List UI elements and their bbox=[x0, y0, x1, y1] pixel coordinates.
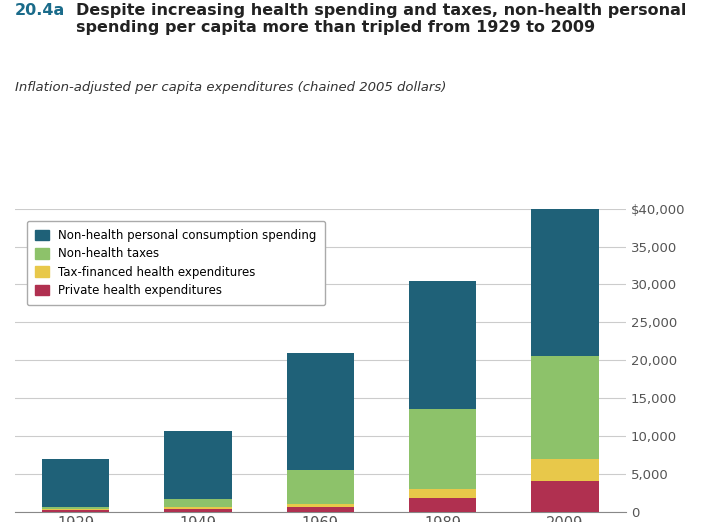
Legend: Non-health personal consumption spending, Non-health taxes, Tax-financed health : Non-health personal consumption spending… bbox=[27, 221, 325, 305]
Bar bbox=[531, 209, 598, 357]
Bar bbox=[165, 431, 232, 499]
Bar bbox=[165, 509, 232, 512]
Bar bbox=[287, 353, 354, 470]
Bar bbox=[409, 489, 476, 498]
Bar bbox=[42, 459, 109, 507]
Bar bbox=[42, 507, 109, 509]
Bar bbox=[42, 509, 109, 510]
Text: Despite increasing health spending and taxes, non-health personal
spending per c: Despite increasing health spending and t… bbox=[76, 3, 687, 35]
Bar bbox=[287, 470, 354, 504]
Bar bbox=[531, 459, 598, 481]
Bar bbox=[42, 510, 109, 512]
Bar bbox=[287, 504, 354, 507]
Bar bbox=[531, 357, 598, 459]
Bar bbox=[287, 507, 354, 512]
Bar bbox=[409, 409, 476, 489]
Bar bbox=[165, 499, 232, 507]
Bar bbox=[409, 498, 476, 512]
Bar bbox=[531, 481, 598, 512]
Text: Inflation-adjusted per capita expenditures (chained 2005 dollars): Inflation-adjusted per capita expenditur… bbox=[15, 81, 446, 94]
Text: 20.4a: 20.4a bbox=[15, 3, 65, 18]
Bar bbox=[165, 507, 232, 509]
Bar bbox=[409, 281, 476, 409]
